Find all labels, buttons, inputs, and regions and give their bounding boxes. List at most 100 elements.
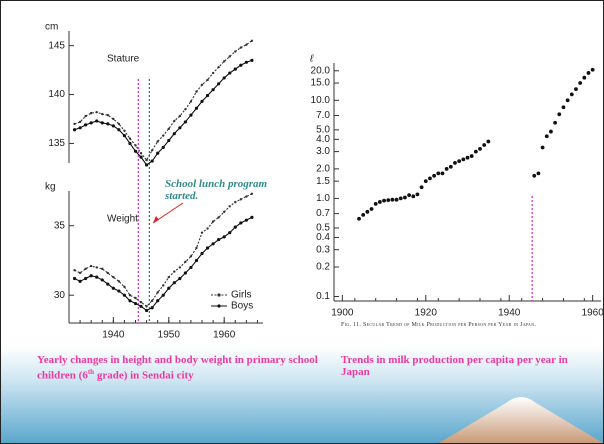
legend-label: Boys [231,301,253,312]
data-point [107,114,109,116]
data-point [184,271,187,274]
data-point [374,202,378,206]
data-point [436,171,440,175]
data-point [234,50,236,52]
data-point [466,156,470,160]
data-point [117,289,120,292]
data-point [145,159,147,161]
y-tick-label: 1.0 [316,193,330,204]
data-point [173,132,176,135]
data-point [200,100,203,103]
data-point [240,46,242,48]
data-point [453,161,457,165]
data-point [532,174,536,178]
data-point [365,210,369,214]
data-point [403,196,407,200]
data-point [250,216,253,219]
data-point [78,280,81,283]
data-point [357,217,361,221]
data-point [156,140,158,142]
data-point [112,287,115,290]
data-point [223,76,226,79]
data-point [545,134,549,138]
data-point [84,268,86,270]
data-point [162,146,165,149]
data-point [566,98,570,102]
data-point [189,113,192,116]
x-tick-label: 1940 [498,308,521,319]
data-point [101,268,103,270]
y-tick-label: 145 [48,40,65,51]
data-point [223,235,226,238]
data-point [173,270,175,272]
data-point [106,282,109,285]
data-point [101,121,104,124]
data-point [118,280,120,282]
data-point [195,90,197,92]
data-point [578,81,582,85]
data-point [168,128,170,130]
data-point [101,113,103,115]
data-point [420,185,424,189]
data-point [162,134,164,136]
data-point [206,227,208,229]
data-point [206,246,209,249]
data-point [212,242,215,245]
y-tick-label: 5.0 [316,124,330,135]
data-point [151,300,153,302]
data-point [123,286,125,288]
data-point [96,266,98,268]
data-point [553,121,557,125]
data-point [123,134,126,137]
data-point [245,61,248,64]
y-tick-label: 1.5 [316,176,330,187]
y-tick-label: 0.5 [316,223,330,234]
data-point [90,265,92,267]
data-point [90,121,93,124]
data-point [129,294,131,296]
data-point [245,219,248,222]
data-point [399,197,403,201]
data-point [378,200,382,204]
x-tick-label: 1940 [102,330,125,341]
data-point [151,149,153,151]
data-point [195,259,198,262]
data-point [84,277,87,280]
data-point [461,157,465,161]
data-point [134,150,137,153]
data-point [140,301,142,303]
data-point [90,274,93,277]
legend-dot [217,293,220,296]
x-tick-label: 1960 [213,330,236,341]
y-axis-label: ℓ [309,54,314,65]
data-point [145,163,148,166]
caption-text: Trends in milk production per capita per… [341,354,568,378]
data-point [129,137,131,139]
data-point [582,76,586,80]
data-point [118,123,120,125]
data-point [449,165,453,169]
left-panel [41,7,303,339]
data-point [190,100,192,102]
annotation: School lunch program started. [165,178,295,202]
data-point [156,152,159,155]
data-point [445,167,449,171]
panel-label: Stature [107,54,140,65]
data-point [78,126,81,129]
y-axis-label: kg [45,182,56,193]
data-point [179,266,181,268]
data-point [84,123,87,126]
data-point [151,306,154,309]
data-point [112,118,114,120]
data-point [361,213,365,217]
data-point [441,171,445,175]
data-point [212,220,214,222]
data-point [73,123,75,125]
data-point [178,126,181,129]
data-point [178,277,181,280]
data-point [386,198,390,202]
data-point [206,94,209,97]
data-point [217,82,220,85]
data-point [474,150,478,154]
data-point [195,247,197,249]
